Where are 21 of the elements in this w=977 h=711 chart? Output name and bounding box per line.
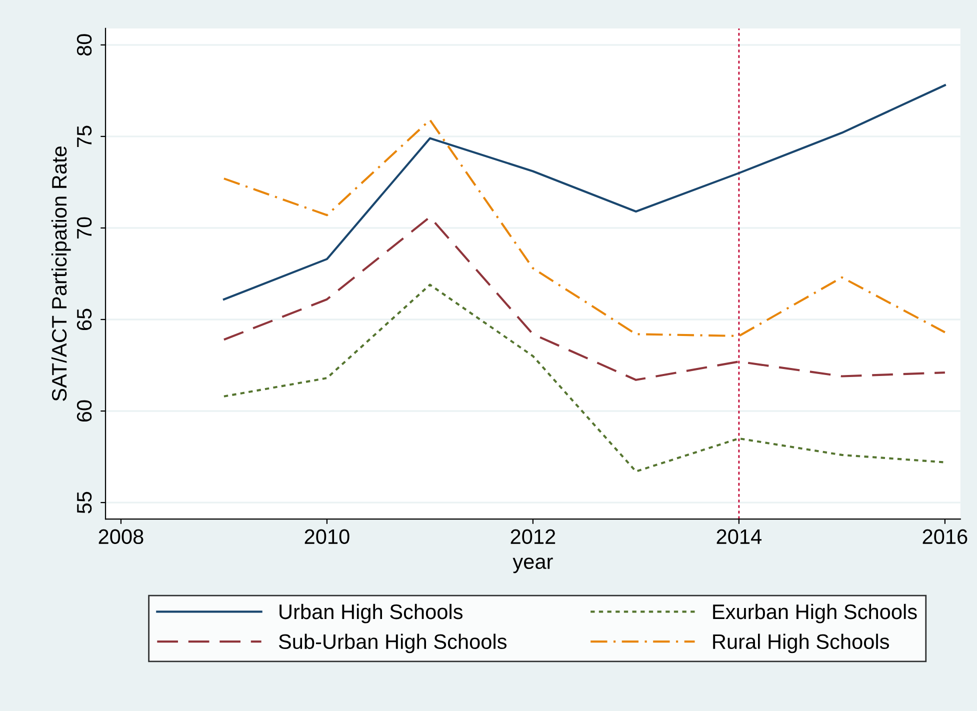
line-series <box>222 84 946 300</box>
legend-label: Rural High Schools <box>713 634 889 654</box>
line-series <box>222 284 946 472</box>
y-axis-title: SAT/ACT Participation Rate <box>51 146 71 401</box>
x-axis-title: year <box>512 558 553 574</box>
x-tick-label: 2010 <box>304 529 350 544</box>
x-tick-label: 2012 <box>510 529 556 544</box>
x-tick-label: 2008 <box>98 529 144 544</box>
legend-label: Exurban High Schools <box>713 604 917 624</box>
y-tick-label: 60 <box>76 400 92 422</box>
y-tick-label: 65 <box>76 308 92 330</box>
line-series <box>222 216 946 381</box>
y-tick-label: 80 <box>76 34 92 56</box>
x-tick-label: 2014 <box>716 529 762 544</box>
y-tick-label: 75 <box>77 126 92 147</box>
x-tick-label: 2016 <box>922 529 968 544</box>
legend-label: Sub-Urban High Schools <box>278 634 507 654</box>
legend-label: Urban High Schools <box>280 604 463 624</box>
y-tick-label: 55 <box>77 492 92 514</box>
y-tick-label: 70 <box>76 217 92 238</box>
line-series <box>222 118 946 338</box>
